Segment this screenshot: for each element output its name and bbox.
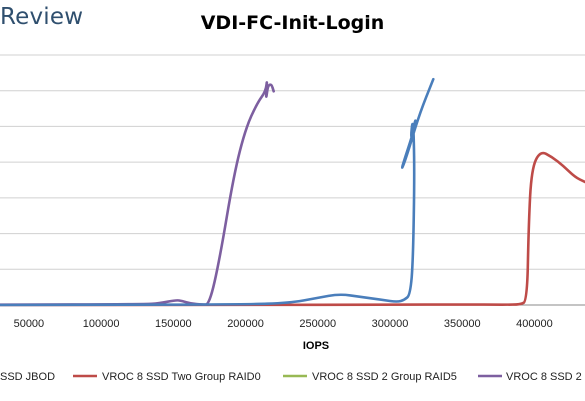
x-axis-title: IOPS (303, 340, 329, 352)
x-axis-ticks: 50000 100000 150000 200000 250000 300000 35000… (14, 318, 553, 330)
legend-label: VROC 8 SSD 2 Group ... (506, 371, 585, 383)
brand-logo: Review (0, 4, 84, 30)
gridlines (0, 54, 585, 306)
x-tick-label: 50000 (14, 318, 45, 330)
legend-label: VROC 8 SSD 2 Group RAID5 (312, 371, 457, 383)
x-tick-label: 100000 (83, 318, 120, 330)
x-tick-label: 400000 (516, 318, 553, 330)
x-tick-label: 300000 (372, 318, 409, 330)
series-line-4 (0, 77, 435, 307)
chart-title: VDI-FC-Init-Login (200, 12, 385, 34)
x-tick-label: 200000 (227, 318, 264, 330)
legend-label: VROC 8 SSD Two Group RAID0 (102, 371, 261, 383)
x-tick-label: 350000 (444, 318, 481, 330)
legend-label: SSD JBOD (0, 371, 55, 383)
plot-lines (0, 77, 585, 307)
series-line-3 (0, 81, 275, 306)
x-tick-label: 150000 (155, 318, 192, 330)
series-line-1 (0, 151, 585, 307)
legend: SSD JBOD VROC 8 SSD Two Group RAID0 VROC 8… (0, 371, 585, 383)
x-tick-label: 250000 (299, 318, 336, 330)
